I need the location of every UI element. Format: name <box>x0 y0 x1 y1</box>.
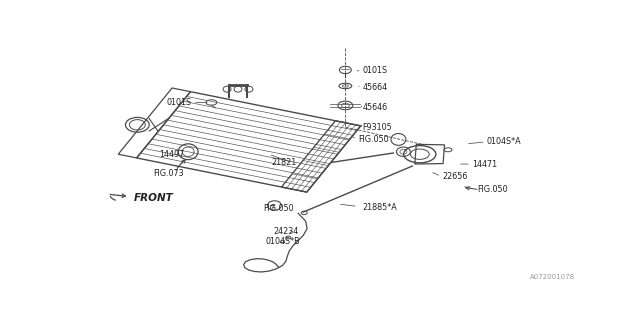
Text: FRONT: FRONT <box>134 193 173 203</box>
Text: 24234: 24234 <box>273 227 299 236</box>
Text: 0101S: 0101S <box>167 98 192 107</box>
Text: FIG.073: FIG.073 <box>154 169 184 179</box>
Text: F93105: F93105 <box>363 123 392 132</box>
Text: 45664: 45664 <box>363 83 388 92</box>
Text: 0104S*A: 0104S*A <box>486 137 522 146</box>
Text: 22656: 22656 <box>442 172 467 181</box>
Text: 45646: 45646 <box>363 103 388 112</box>
Text: 21821: 21821 <box>271 158 296 167</box>
Text: 0101S: 0101S <box>363 66 388 75</box>
Text: FIG.050: FIG.050 <box>358 135 388 144</box>
Text: FIG.050: FIG.050 <box>264 204 294 213</box>
Text: FIG.050: FIG.050 <box>477 185 508 195</box>
Text: 21885*A: 21885*A <box>363 203 397 212</box>
Text: 14471: 14471 <box>472 160 497 169</box>
Text: A072001078: A072001078 <box>530 274 575 280</box>
Text: 0104S*B: 0104S*B <box>266 237 301 246</box>
Text: 14497: 14497 <box>159 150 184 159</box>
